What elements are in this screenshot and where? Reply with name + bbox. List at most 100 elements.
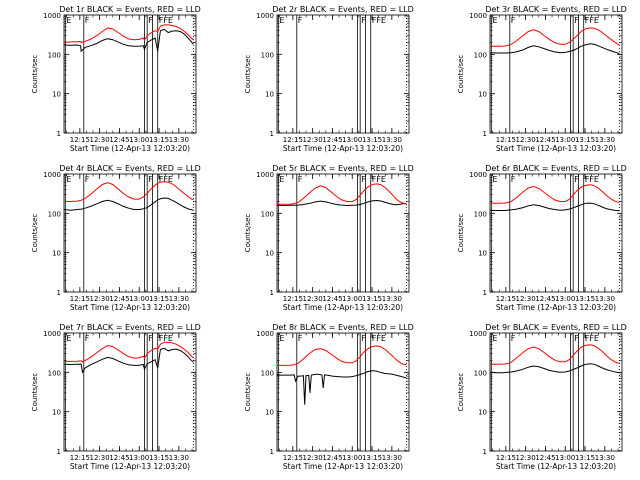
event-label: F [574,16,579,25]
events-series-line [63,347,194,374]
plot-frame [489,14,623,134]
event-label: F [361,175,366,184]
panel-det-3: Det 3r BLACK = Events, RED = LLD E F F FFE 1 1… [457,5,627,153]
events-series-line [489,202,620,212]
lld-series-line [490,344,620,365]
event-label: F [148,175,153,184]
panel-title: Det 2r BLACK = Events, RED = LLD [272,5,414,14]
y-tick-label: 10 [265,250,274,258]
y-tick-label: 10 [265,409,274,417]
y-tick-label: 1000 [256,330,274,338]
event-label: F [511,16,516,25]
plot-frame [63,14,197,134]
x-tick-label: 13:15 [149,295,169,303]
panel-title: Det 8r BLACK = Events, RED = LLD [272,323,414,332]
x-tick-label: 13:00 [129,454,149,462]
event-label: E [492,334,497,343]
x-tick-label: 13:30 [169,454,189,462]
y-axis-label: Counts/sec [31,214,39,253]
y-tick-label: 10 [478,409,487,417]
x-tick-label: 13:00 [129,295,149,303]
x-axis-label: Start Time (12-Apr-13 12:03:20) [283,462,403,471]
event-label: F [85,334,90,343]
y-tick-label: 1000 [469,12,487,20]
event-label: F [511,334,516,343]
x-tick-label: 12:15 [283,454,303,462]
y-tick-label: 1 [483,289,487,297]
event-label: FFE [585,175,599,184]
lld-series-line [64,341,194,363]
x-tick-label: 12:45 [535,295,555,303]
panel-det-4: Det 4r BLACK = Events, RED = LLD E F F FFE 1 1… [31,164,201,312]
x-tick-label: 12:30 [516,136,536,144]
x-tick-label: 13:00 [555,136,575,144]
event-label: FFE [159,334,173,343]
x-tick-label: 13:30 [169,136,189,144]
y-tick-label: 100 [474,210,487,218]
x-tick-label: 13:15 [362,136,382,144]
event-label: F [298,16,303,25]
x-tick-label: 13:30 [595,136,615,144]
lld-series-line [490,27,620,47]
panel-title: Det 9r BLACK = Events, RED = LLD [485,323,627,332]
x-axis-label: Start Time (12-Apr-13 12:03:20) [496,144,616,153]
y-axis-label: Counts/sec [31,373,39,412]
x-tick-label: 13:30 [382,295,402,303]
x-tick-label: 12:30 [90,295,110,303]
y-tick-label: 100 [261,369,274,377]
plot-frame [276,332,410,452]
y-axis-label: Counts/sec [457,373,465,412]
panel-title: Det 3r BLACK = Events, RED = LLD [485,5,627,14]
event-label: E [492,175,497,184]
panel-det-2: Det 2r BLACK = Events, RED = LLD E F F FFE 1 1… [244,5,414,153]
y-tick-label: 10 [265,91,274,99]
panel-det-5: Det 5r BLACK = Events, RED = LLD E F F FFE 1 1… [244,164,414,312]
event-label: FFE [159,16,173,25]
lld-series-line [490,184,620,204]
x-tick-label: 13:00 [129,136,149,144]
x-tick-label: 12:30 [516,454,536,462]
x-tick-label: 12:30 [303,295,323,303]
panel-det-6: Det 6r BLACK = Events, RED = LLD E F F FFE 1 1… [457,164,627,312]
plot-frame [276,14,410,134]
panel-title: Det 7r BLACK = Events, RED = LLD [59,323,201,332]
x-tick-label: 12:30 [303,454,323,462]
events-series-line [489,43,620,54]
event-label: F [85,175,90,184]
events-series-line [276,199,407,207]
x-tick-label: 12:15 [70,454,90,462]
event-label: F [148,334,153,343]
x-tick-label: 13:15 [575,454,595,462]
y-tick-label: 1000 [43,12,61,20]
event-label: FFE [372,334,386,343]
event-label: E [66,16,71,25]
y-tick-label: 100 [261,210,274,218]
event-label: F [574,334,579,343]
y-tick-label: 100 [474,51,487,59]
x-tick-label: 12:45 [535,136,555,144]
plot-frame [63,332,197,452]
plot-frame [489,332,623,452]
panel-title: Det 5r BLACK = Events, RED = LLD [272,164,414,173]
y-axis-label: Counts/sec [457,55,465,94]
y-tick-label: 1000 [469,171,487,179]
event-label: E [279,334,284,343]
x-tick-label: 12:45 [322,136,342,144]
event-label: FFE [585,334,599,343]
x-tick-label: 13:15 [149,136,169,144]
event-label: E [492,16,497,25]
x-tick-label: 12:15 [283,136,303,144]
event-label: FFE [159,175,173,184]
y-tick-label: 1 [270,448,274,456]
y-tick-label: 1 [57,289,61,297]
x-axis-label: Start Time (12-Apr-13 12:03:20) [70,462,190,471]
event-label: FFE [372,175,386,184]
event-label: F [574,175,579,184]
event-label: F [361,16,366,25]
x-axis-label: Start Time (12-Apr-13 12:03:20) [496,462,616,471]
x-axis-label: Start Time (12-Apr-13 12:03:20) [70,144,190,153]
x-tick-label: 13:30 [595,295,615,303]
x-tick-label: 13:30 [595,454,615,462]
lld-series-line [277,345,407,366]
x-tick-label: 12:15 [70,136,90,144]
